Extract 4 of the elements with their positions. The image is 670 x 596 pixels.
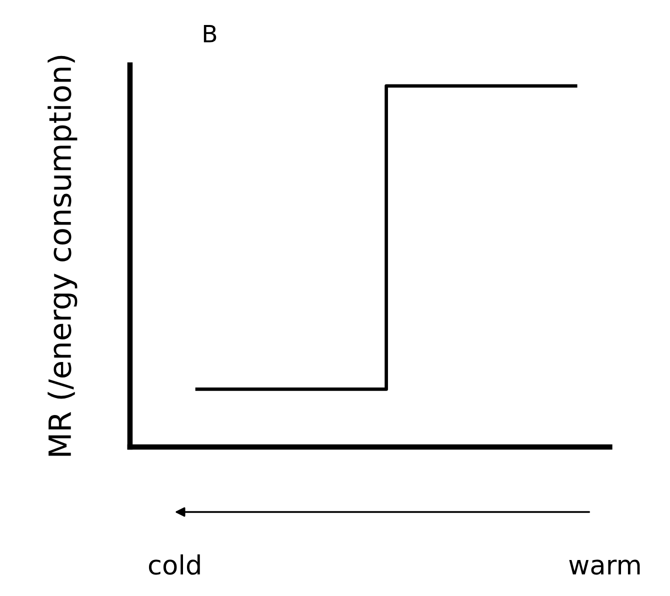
text: warm <box>569 560 640 575</box>
text: cold <box>148 554 200 575</box>
chart-title: B <box>204 25 216 42</box>
y-axis-title: MR (/energy consumption) <box>48 56 78 456</box>
